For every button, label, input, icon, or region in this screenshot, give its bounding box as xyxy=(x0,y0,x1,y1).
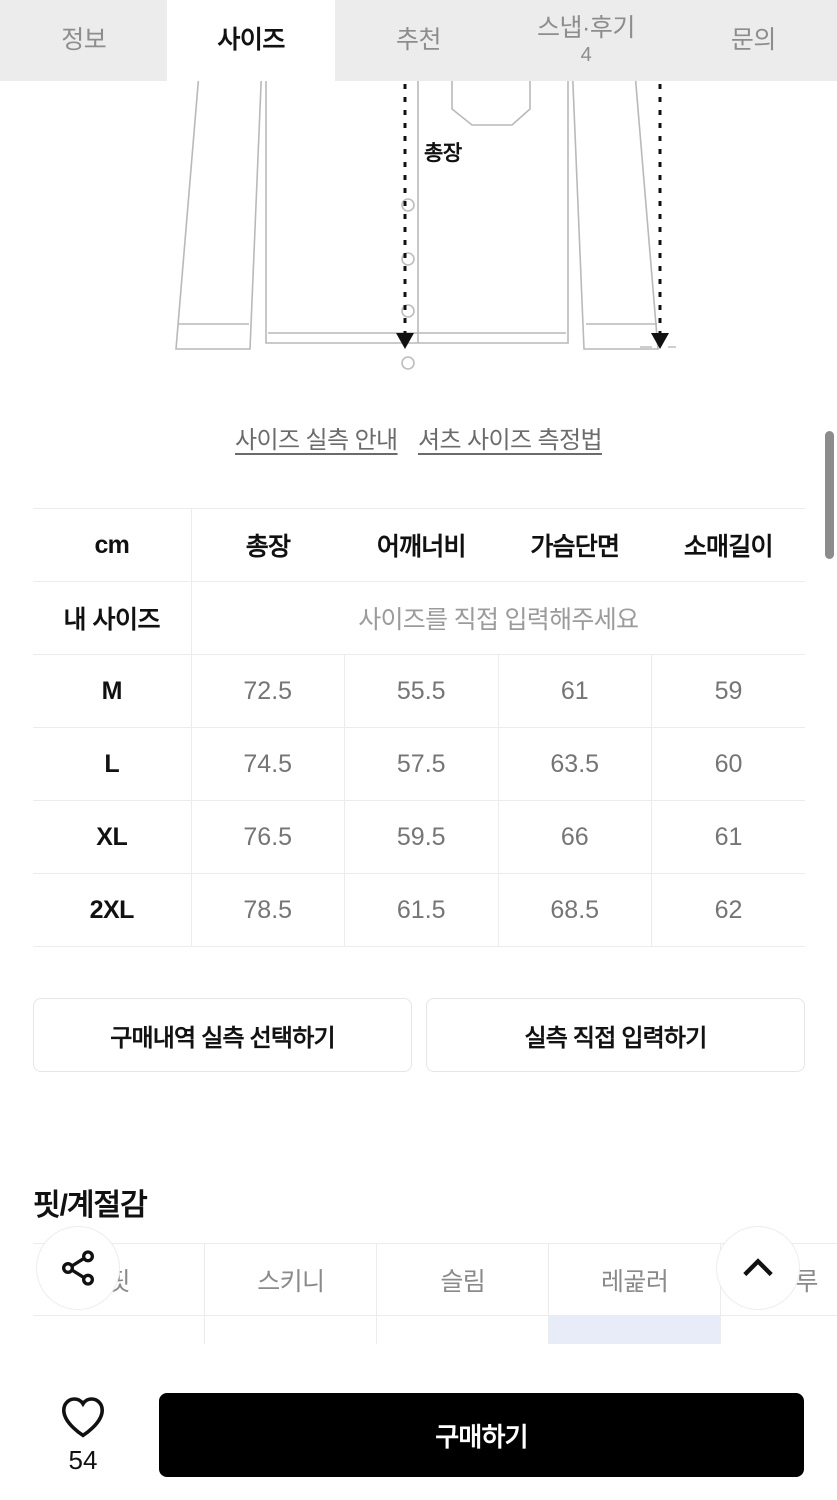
button-marks-icon xyxy=(401,198,415,370)
tab-info[interactable]: 정보 xyxy=(0,0,168,81)
share-icon xyxy=(62,1250,94,1286)
diagram-measure-label: 총장 xyxy=(424,142,462,165)
cell-chest-section: 63.5 xyxy=(498,727,652,801)
my-size-input-cell[interactable]: 사이즈를 직접 입력해주세요 xyxy=(191,581,805,655)
cell-chest-section: 61 xyxy=(498,654,652,728)
chevron-up-icon xyxy=(743,1258,773,1277)
fit-option-regular[interactable]: 레곭러 xyxy=(548,1243,722,1316)
size-measurement-diagram: 총장 xyxy=(0,81,837,381)
cell-shoulder-width: 55.5 xyxy=(344,654,499,728)
header-chest-section: 가슴단면 xyxy=(498,508,652,582)
heart-icon xyxy=(61,1396,105,1438)
header-total-length: 총장 xyxy=(191,508,345,582)
header-sleeve-length: 소매길이 xyxy=(651,508,805,582)
header-unit: cm xyxy=(33,508,192,582)
fit-section-title: 핏/계절감 xyxy=(33,1189,148,1222)
product-tab-bar: 정보 사이즈 추천 스냅·후기 4 문의 xyxy=(0,0,837,81)
size-guide-links: 사이즈 실측 안내 셔츠 사이즈 측정법 xyxy=(0,420,837,455)
fit-bar-slim xyxy=(376,1315,550,1344)
cell-total-length: 78.5 xyxy=(191,873,345,947)
fit-bar-loose xyxy=(720,1315,837,1344)
tab-label: 문의 xyxy=(730,26,777,55)
tab-recommend[interactable]: 추천 xyxy=(334,0,503,81)
share-button[interactable] xyxy=(36,1226,120,1310)
cell-sleeve-length: 61 xyxy=(651,800,805,874)
cell-sleeve-length: 59 xyxy=(651,654,805,728)
like-button[interactable]: 54 xyxy=(33,1395,133,1476)
tab-review-count: 4 xyxy=(580,44,592,67)
table-row[interactable]: XL 76.5 59.5 66 61 xyxy=(33,800,805,874)
tab-label: 정보 xyxy=(61,26,107,55)
buy-button[interactable]: 구매하기 xyxy=(159,1393,804,1477)
size-chart-table: cm 총장 어깨너비 가슴단면 소매길이 내 사이즈 사이즈를 직접 입력해주세… xyxy=(33,508,805,947)
table-row[interactable]: 2XL 78.5 61.5 68.5 62 xyxy=(33,873,805,947)
enter-measurement-button[interactable]: 실측 직접 입력하기 xyxy=(426,998,805,1072)
link-size-measure-guide[interactable]: 사이즈 실측 안내 xyxy=(235,427,398,454)
side-measure-arrow xyxy=(651,333,669,349)
cell-chest-section: 66 xyxy=(498,800,652,874)
table-row[interactable]: L 74.5 57.5 63.5 60 xyxy=(33,727,805,801)
table-row[interactable]: M 72.5 55.5 61 59 xyxy=(33,654,805,728)
cell-total-length: 72.5 xyxy=(191,654,345,728)
my-size-placeholder: 사이즈를 직접 입력해주세요 xyxy=(358,606,639,634)
scroll-to-top-button[interactable] xyxy=(716,1226,800,1310)
tab-label: 사이즈 xyxy=(217,26,285,55)
like-count: 54 xyxy=(68,1444,98,1475)
tab-snap-review[interactable]: 스냅·후기 4 xyxy=(502,0,670,81)
fit-option-slim[interactable]: 슬림 xyxy=(376,1243,550,1316)
cell-total-length: 74.5 xyxy=(191,727,345,801)
cell-sleeve-length: 60 xyxy=(651,727,805,801)
bottom-action-bar: 54 구매하기 xyxy=(0,1370,837,1500)
my-size-row[interactable]: 내 사이즈 사이즈를 직접 입력해주세요 xyxy=(33,581,805,655)
row-size-label: XL xyxy=(33,800,192,874)
size-action-buttons: 구매내역 실측 선택하기 실측 직접 입력하기 xyxy=(33,998,805,1072)
fit-bar-fit xyxy=(33,1315,206,1344)
fit-bar-row xyxy=(33,1315,837,1344)
table-header-row: cm 총장 어깨너비 가슴단면 소매길이 xyxy=(33,508,805,582)
my-size-label: 내 사이즈 xyxy=(33,581,192,655)
cell-shoulder-width: 59.5 xyxy=(344,800,499,874)
header-shoulder-width: 어깨너비 xyxy=(344,508,498,582)
tab-inquiry[interactable]: 문의 xyxy=(669,0,837,81)
fit-option-row: 핏 스키니 슬림 레곭러 루 xyxy=(33,1243,837,1316)
cell-chest-section: 68.5 xyxy=(498,873,652,947)
row-size-label: L xyxy=(33,727,192,801)
row-size-label: M xyxy=(33,654,192,728)
tab-label: 스냅·후기 xyxy=(537,13,635,42)
fit-option-skinny[interactable]: 스키니 xyxy=(204,1243,378,1316)
length-measure-arrow xyxy=(396,333,414,349)
scrollbar-thumb[interactable] xyxy=(825,431,834,559)
link-shirt-measure-method[interactable]: 셔츠 사이즈 측정법 xyxy=(417,427,603,454)
page-scrollbar[interactable] xyxy=(825,81,834,1351)
cell-sleeve-length: 62 xyxy=(651,873,805,947)
shirt-technical-drawing-icon xyxy=(175,81,676,370)
cell-shoulder-width: 57.5 xyxy=(344,727,499,801)
cell-total-length: 76.5 xyxy=(191,800,345,874)
select-from-orders-button[interactable]: 구매내역 실측 선택하기 xyxy=(33,998,412,1072)
cell-shoulder-width: 61.5 xyxy=(344,873,499,947)
tab-label: 추천 xyxy=(396,26,442,55)
fit-bar-skinny xyxy=(204,1315,378,1344)
fit-bar-regular-selected xyxy=(548,1315,722,1344)
row-size-label: 2XL xyxy=(33,873,192,947)
tab-size[interactable]: 사이즈 xyxy=(167,0,335,81)
